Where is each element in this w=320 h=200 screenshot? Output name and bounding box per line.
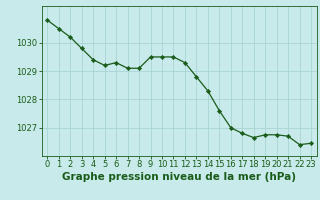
X-axis label: Graphe pression niveau de la mer (hPa): Graphe pression niveau de la mer (hPa) [62, 172, 296, 182]
